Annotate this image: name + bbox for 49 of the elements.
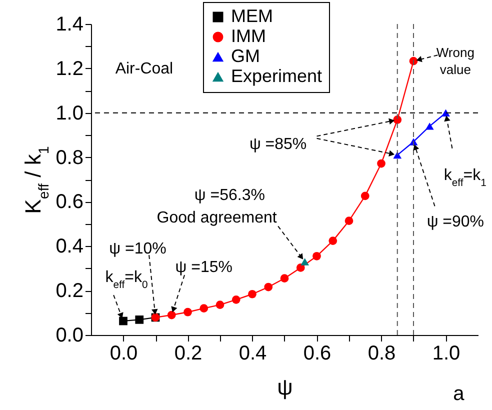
point (360, 192, 370, 200)
point (312, 252, 321, 260)
annotation: ψ =15% (175, 259, 232, 276)
point (300, 258, 309, 266)
legend-label: MEM (231, 6, 273, 26)
annotation: Wrong value (436, 44, 474, 77)
annotation: ψ =10% (109, 240, 166, 258)
legend-label: IMM (231, 26, 266, 46)
x-axis-title: ψ (277, 374, 293, 400)
point (248, 290, 256, 298)
x-tick-label: 0.0 (110, 342, 138, 364)
annotation: k$_{eff}$=k$_{1}$ (444, 167, 487, 189)
point (377, 159, 386, 168)
point (328, 236, 338, 245)
y-tick-label: 0.2 (56, 280, 84, 302)
x-tick-label: 0.4 (238, 342, 267, 364)
annotation: Good agreement (156, 209, 278, 226)
y-tick-label: 1.0 (56, 102, 84, 124)
point (264, 282, 273, 292)
x-tick-label: 0.2 (174, 342, 202, 364)
y-tick-label: 0.6 (56, 191, 84, 214)
x-tick-label: 1.0 (432, 342, 460, 364)
y-tick-label: 1.2 (56, 58, 84, 80)
annotation: ψ =90% (426, 214, 484, 231)
point (216, 300, 224, 309)
annotation: ψ =56.3% (194, 187, 265, 204)
y-tick-label: 0.4 (56, 236, 84, 258)
y-tick-label: 0.8 (56, 146, 84, 169)
point (296, 264, 305, 272)
annotation: Air-Coal (115, 60, 174, 78)
y-tick-label: 0.0 (56, 324, 84, 346)
point (167, 310, 176, 320)
point (119, 316, 128, 326)
point (280, 274, 289, 283)
point (232, 296, 240, 304)
point (425, 122, 434, 130)
annotation: ψ =85% (249, 136, 307, 153)
legend-label: Experiment (231, 66, 322, 86)
point (184, 308, 192, 316)
point (200, 304, 208, 313)
annotation: k$_{eff}$=k$_{0}$ (105, 269, 148, 291)
legend-label: GM (231, 46, 260, 66)
x-tick-label: 0.6 (303, 342, 332, 364)
point (344, 216, 354, 225)
text: a (453, 382, 466, 405)
x-tick-label: 0.8 (368, 342, 396, 364)
y-tick-label: 1.4 (56, 14, 84, 36)
point (135, 315, 144, 324)
point (442, 109, 450, 116)
